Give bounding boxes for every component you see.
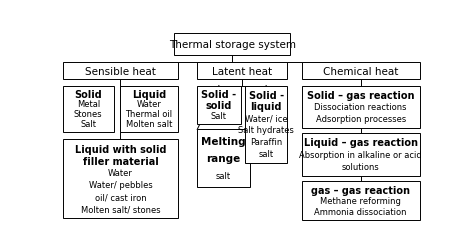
Text: Salt hydrates: Salt hydrates bbox=[238, 126, 294, 135]
Text: Thermal storage system: Thermal storage system bbox=[169, 40, 296, 50]
Text: Liquid: Liquid bbox=[132, 89, 166, 99]
FancyBboxPatch shape bbox=[174, 34, 290, 55]
Text: Molten salt: Molten salt bbox=[126, 120, 172, 129]
FancyBboxPatch shape bbox=[302, 86, 419, 129]
Text: Thermal oil: Thermal oil bbox=[125, 110, 173, 119]
FancyBboxPatch shape bbox=[197, 130, 250, 187]
FancyBboxPatch shape bbox=[120, 86, 178, 132]
Text: solid: solid bbox=[206, 100, 232, 110]
FancyBboxPatch shape bbox=[302, 181, 419, 220]
Text: Solid – gas reaction: Solid – gas reaction bbox=[307, 90, 414, 100]
Text: Solid -: Solid - bbox=[248, 90, 284, 100]
Text: salt: salt bbox=[216, 171, 231, 180]
Text: oil/ cast iron: oil/ cast iron bbox=[95, 193, 146, 202]
Text: Water: Water bbox=[137, 100, 161, 109]
Text: Water/ ice: Water/ ice bbox=[245, 114, 288, 123]
Text: Stones: Stones bbox=[74, 110, 103, 119]
Text: Molten salt/ stones: Molten salt/ stones bbox=[81, 205, 160, 213]
Text: Sensible heat: Sensible heat bbox=[85, 67, 156, 77]
Text: Dissociation reactions: Dissociation reactions bbox=[314, 103, 407, 112]
Text: Ammonia dissociation: Ammonia dissociation bbox=[314, 207, 407, 216]
Text: Adsorption processes: Adsorption processes bbox=[316, 115, 406, 124]
FancyBboxPatch shape bbox=[302, 63, 419, 80]
Text: gas – gas reaction: gas – gas reaction bbox=[311, 185, 410, 195]
Text: filler material: filler material bbox=[82, 156, 158, 166]
Text: Salt: Salt bbox=[211, 112, 227, 121]
Text: range: range bbox=[206, 154, 241, 164]
Text: Melting: Melting bbox=[201, 137, 246, 147]
FancyBboxPatch shape bbox=[197, 63, 287, 80]
Text: Methane reforming: Methane reforming bbox=[320, 196, 401, 205]
Text: Water: Water bbox=[108, 169, 133, 177]
FancyBboxPatch shape bbox=[63, 63, 178, 80]
Text: solutions: solutions bbox=[342, 162, 380, 171]
FancyBboxPatch shape bbox=[302, 134, 419, 176]
FancyBboxPatch shape bbox=[63, 140, 178, 218]
Text: salt: salt bbox=[259, 149, 274, 159]
Text: Paraffin: Paraffin bbox=[250, 138, 283, 147]
Text: liquid: liquid bbox=[250, 102, 282, 112]
FancyBboxPatch shape bbox=[63, 86, 113, 132]
Text: Absorption in alkaline or acid: Absorption in alkaline or acid bbox=[300, 150, 422, 159]
FancyBboxPatch shape bbox=[197, 86, 241, 124]
Text: Solid: Solid bbox=[74, 89, 102, 99]
Text: Salt: Salt bbox=[80, 120, 96, 129]
Text: Latent heat: Latent heat bbox=[212, 67, 272, 77]
FancyBboxPatch shape bbox=[245, 86, 287, 163]
Text: Liquid with solid: Liquid with solid bbox=[75, 144, 166, 154]
Text: Liquid – gas reaction: Liquid – gas reaction bbox=[304, 138, 418, 148]
Text: Solid -: Solid - bbox=[201, 90, 237, 100]
Text: Chemical heat: Chemical heat bbox=[323, 67, 399, 77]
Text: Water/ pebbles: Water/ pebbles bbox=[89, 180, 152, 190]
Text: Metal: Metal bbox=[77, 100, 100, 109]
